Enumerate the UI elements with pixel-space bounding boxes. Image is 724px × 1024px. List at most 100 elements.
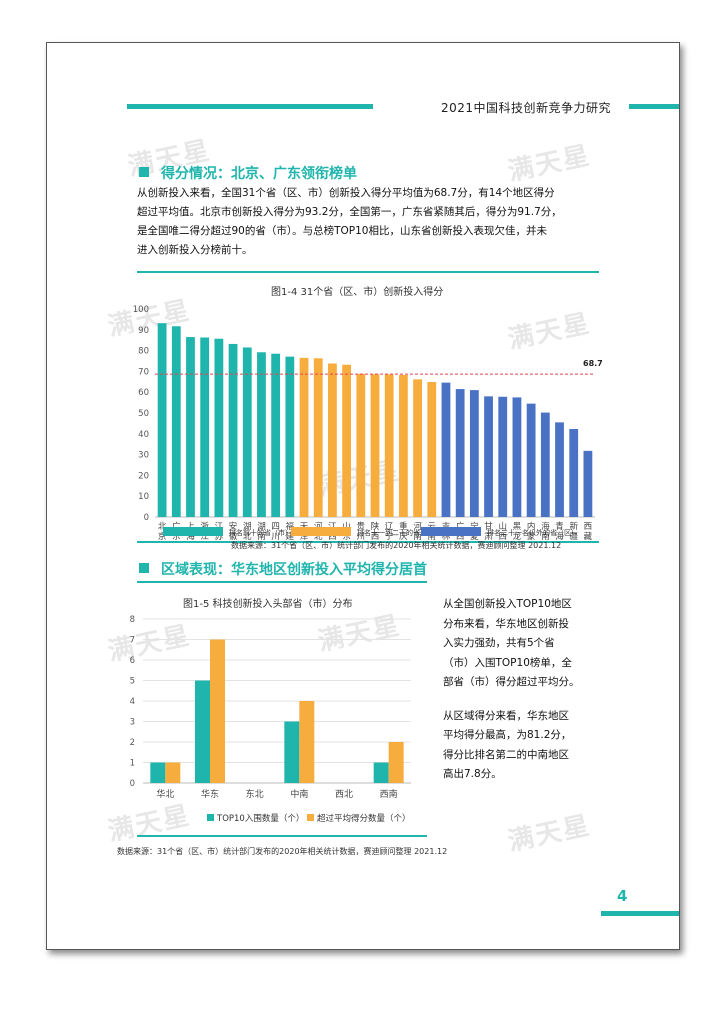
bar: [284, 721, 300, 783]
paragraph-line: 分布来看，华东地区创新投: [443, 617, 569, 630]
x-tick-label: 东北: [246, 788, 264, 800]
bar: [398, 374, 408, 517]
legend-label: 排名二十一名以外的省（区）: [487, 528, 578, 537]
page-number: 4: [617, 887, 628, 905]
paragraph-line: （市）入围TOP10榜单，全: [443, 656, 572, 669]
bar: [271, 353, 281, 517]
bar: [257, 352, 266, 517]
x-tick-label: 江: [200, 532, 209, 541]
paragraph-line: 平均得分最高，为81.2分，: [443, 729, 572, 741]
chart-title: 图1-5 科技创新投入头部省（市）分布: [183, 599, 353, 610]
bar: [242, 347, 252, 517]
bar: [342, 364, 352, 517]
watermark: 满天星: [505, 810, 594, 858]
bar: [413, 379, 422, 517]
x-tick-label: 京: [158, 531, 167, 541]
x-tick-label: 湖: [257, 522, 266, 532]
x-tick-label: 南: [541, 531, 550, 541]
bar: [540, 412, 550, 517]
x-tick-label: 陕: [371, 521, 380, 532]
bar: [388, 742, 404, 783]
paragraph-line: 部省（市）得分超过平均分。: [443, 676, 580, 688]
bar: [512, 397, 522, 517]
y-tick-label: 80: [138, 347, 149, 357]
y-tick-label: 60: [138, 388, 149, 398]
x-tick-label: 河: [314, 521, 323, 532]
bar: [157, 323, 167, 517]
bar: [373, 762, 389, 783]
y-tick-label: 0: [144, 513, 149, 523]
x-tick-label: 夏: [470, 532, 479, 541]
x-tick-label: 蒙: [527, 531, 536, 541]
bar: [214, 338, 224, 517]
y-tick-label: 6: [130, 656, 135, 666]
paragraph-line: 从创新投入来看，全国31个省（区、市）创新投入得分平均值为68.7分，有14个地…: [137, 187, 555, 199]
y-tick-label: 2: [130, 738, 135, 748]
divider: [137, 541, 599, 543]
y-tick-label: 5: [130, 677, 135, 687]
paragraph-line: 从全国创新投入TOP10地区: [443, 598, 572, 610]
bar: [583, 450, 593, 517]
bar: [384, 374, 394, 517]
x-tick-label: 西: [328, 532, 337, 541]
x-tick-label: 龙: [513, 531, 522, 541]
y-tick-label: 50: [138, 409, 149, 419]
y-tick-label: 7: [130, 636, 135, 646]
y-tick-label: 100: [133, 305, 149, 315]
x-tick-label: 湖: [243, 522, 252, 532]
legend-label: 排名前十的省（市）: [229, 528, 292, 537]
section-heading: 区域表现：华东地区创新投入平均得分居首: [139, 559, 427, 579]
x-tick-label: 肃: [484, 531, 493, 541]
x-tick-label: 徽: [229, 531, 238, 541]
bar: [171, 326, 181, 517]
x-tick-label: 黑: [513, 522, 522, 532]
bar: [150, 762, 166, 783]
y-tick-label: 70: [138, 367, 149, 377]
x-tick-label: 藏: [584, 531, 593, 541]
bar: [370, 374, 380, 517]
legend-label: 超过平均得分数量（个）: [317, 813, 411, 824]
x-tick-label: 山: [498, 521, 507, 532]
x-tick-label: 南: [413, 531, 422, 541]
bar: [427, 382, 437, 517]
x-tick-label: 川: [271, 532, 280, 541]
x-tick-label: 山: [342, 521, 351, 532]
bar: [484, 396, 493, 517]
section-heading-text: 得分情况：北京、广东领衔榜单: [161, 166, 357, 182]
y-tick-label: 30: [138, 451, 149, 461]
section-paragraph: 从创新投入来看，全国31个省（区、市）创新投入得分平均值为68.7分，有14个地…: [137, 184, 607, 260]
paragraph-line: 得分比排名第二的中南地区: [443, 748, 569, 761]
bar: [328, 363, 337, 517]
bar: [285, 356, 295, 517]
bar: [299, 701, 315, 783]
bar: [165, 762, 181, 783]
y-tick-label: 3: [130, 718, 135, 728]
square-bullet-icon: [139, 167, 149, 177]
bar: [228, 343, 238, 517]
x-tick-label: 贵: [357, 521, 366, 532]
paragraph-line: 从区域得分来看，华东地区: [443, 709, 569, 722]
x-tick-label: 河: [413, 521, 422, 532]
header-accent-bar: [127, 104, 373, 109]
header-title: 2021中国科技创新竞争力研究: [441, 101, 612, 115]
y-tick-label: 10: [138, 492, 149, 502]
y-tick-label: 4: [130, 697, 135, 707]
divider: [137, 835, 427, 837]
legend-swatch: [207, 814, 214, 821]
x-tick-label: 中南: [290, 788, 308, 800]
y-tick-label: 20: [138, 471, 149, 481]
score-bar-chart: 0102030405060708090100北京广东上海浙江江苏安徽湖北湖南四川…: [133, 305, 603, 541]
bar: [469, 390, 479, 517]
legend-swatch: [291, 527, 351, 536]
bar: [498, 396, 508, 517]
bar: [299, 357, 309, 517]
x-tick-label: 福: [286, 521, 295, 532]
x-tick-label: 西: [498, 532, 507, 541]
paragraph-line: 高出7.8分。: [443, 768, 502, 780]
x-tick-label: 甘: [484, 521, 493, 532]
average-label: 68.7: [583, 359, 603, 368]
bar: [313, 358, 323, 517]
divider: [137, 581, 427, 583]
section-heading-text: 区域表现：华东地区创新投入平均得分居首: [161, 562, 427, 578]
paragraph-line: 入实力强劲，共有5个省: [443, 637, 555, 649]
